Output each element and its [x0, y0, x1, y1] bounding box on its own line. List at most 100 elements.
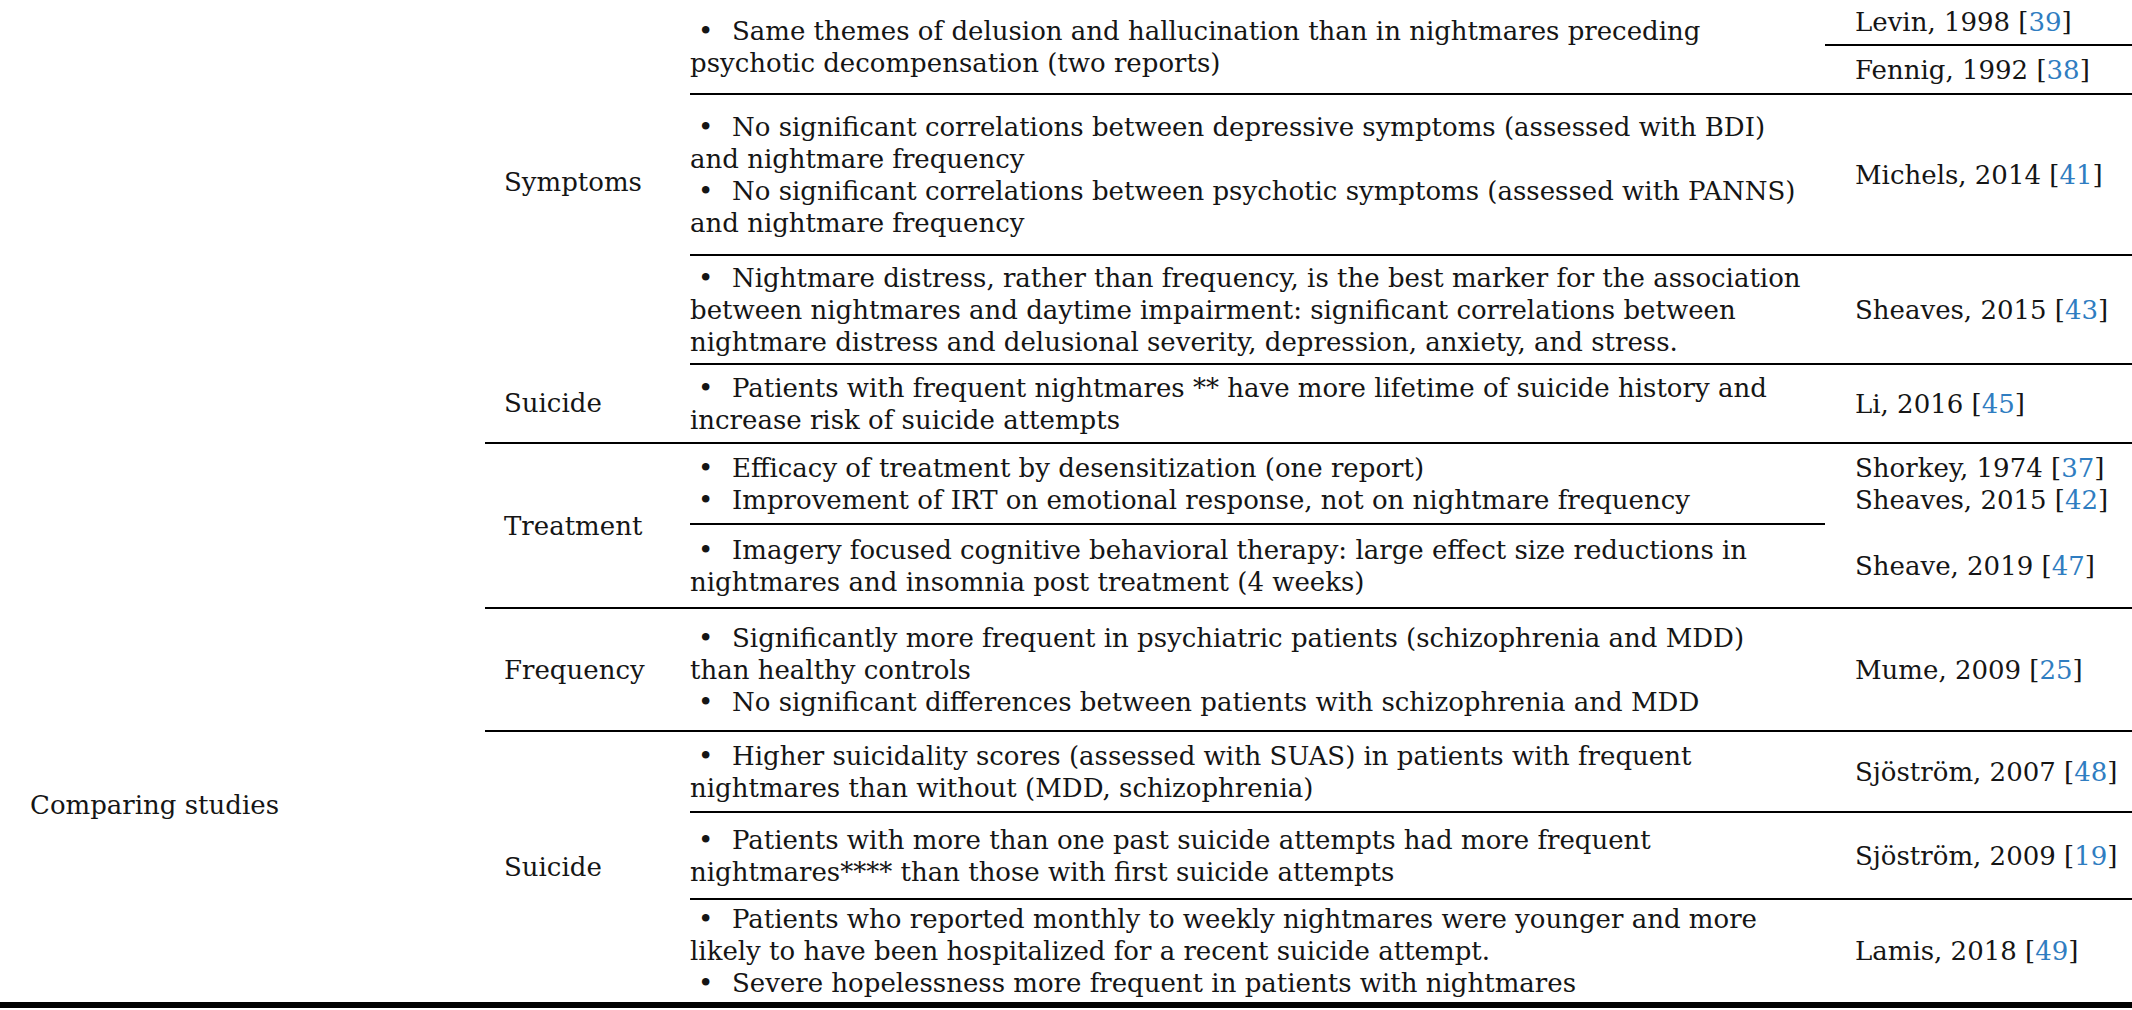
- findings-cell: •Significantly more frequent in psychiat…: [690, 608, 1825, 731]
- citation-link[interactable]: 41: [2059, 160, 2092, 190]
- citation-link[interactable]: 49: [2035, 936, 2068, 966]
- reference: Mume, 2009 [25]: [1855, 654, 2128, 686]
- finding-text: Improvement of IRT on emotional response…: [732, 485, 1690, 515]
- refs-cell: Lamis, 2018 [49]: [1825, 899, 2132, 1005]
- finding-item: •Significantly more frequent in psychiat…: [690, 622, 1809, 686]
- finding-item: •Improvement of IRT on emotional respons…: [690, 484, 1809, 516]
- refs-cell: Mume, 2009 [25]: [1825, 608, 2132, 731]
- finding-text: Same themes of delusion and hallucinatio…: [690, 16, 1700, 78]
- group-cell-top: [0, 0, 485, 608]
- refs-cell: Sheaves, 2015 [43]: [1825, 255, 2132, 364]
- finding-text: No significant correlations between psyc…: [690, 176, 1795, 238]
- refs-cell: Sjöström, 2007 [48]: [1825, 731, 2132, 812]
- category-cell-treatment: Treatment: [485, 443, 690, 608]
- table-row: Symptoms •Same themes of delusion and ha…: [0, 0, 2132, 45]
- finding-text: Significantly more frequent in psychiatr…: [690, 623, 1744, 685]
- finding-item: •Patients with more than one past suicid…: [690, 824, 1809, 888]
- finding-text: Efficacy of treatment by desensitization…: [732, 453, 1424, 483]
- bullet-icon: •: [690, 622, 732, 654]
- refs-cell: Levin, 1998 [39]: [1825, 0, 2132, 45]
- category-cell-suicide: Suicide: [485, 364, 690, 443]
- finding-text: No significant differences between patie…: [732, 687, 1699, 717]
- finding-item: •Patients who reported monthly to weekly…: [690, 903, 1809, 967]
- category-label: Symptoms: [504, 167, 642, 197]
- citation-link[interactable]: 37: [2061, 453, 2094, 483]
- citation-link[interactable]: 48: [2074, 757, 2107, 787]
- bullet-icon: •: [690, 175, 732, 207]
- finding-text: No significant correlations between depr…: [690, 112, 1765, 174]
- reference: Sjöström, 2009 [19]: [1855, 840, 2128, 872]
- bullet-icon: •: [690, 452, 732, 484]
- findings-cell: •No significant correlations between dep…: [690, 94, 1825, 255]
- category-cell-suicide-comparing: Suicide: [485, 731, 690, 1005]
- group-cell-comparing-studies: Comparing studies: [0, 608, 485, 1005]
- bullet-icon: •: [690, 15, 732, 47]
- category-cell-symptoms: Symptoms: [485, 0, 690, 364]
- citation-link[interactable]: 25: [2040, 655, 2073, 685]
- reference: Sheaves, 2015 [42]: [1855, 484, 2128, 516]
- paper-table-page: Symptoms •Same themes of delusion and ha…: [0, 0, 2132, 1010]
- bullet-icon: •: [690, 824, 732, 856]
- citation-link[interactable]: 38: [2047, 55, 2080, 85]
- finding-item: •Patients with frequent nightmares ** ha…: [690, 372, 1809, 436]
- reference: Sheaves, 2015 [43]: [1855, 294, 2128, 326]
- findings-cell: •Patients with more than one past suicid…: [690, 812, 1825, 899]
- findings-cell: •Same themes of delusion and hallucinati…: [690, 0, 1825, 94]
- bullet-icon: •: [690, 903, 732, 935]
- bullet-icon: •: [690, 740, 732, 772]
- reference: Lamis, 2018 [49]: [1855, 935, 2128, 967]
- bullet-icon: •: [690, 262, 732, 294]
- finding-item: •Higher suicidality scores (assessed wit…: [690, 740, 1809, 804]
- finding-text: Imagery focused cognitive behavioral the…: [690, 535, 1747, 597]
- reference: Shorkey, 1974 [37]: [1855, 452, 2128, 484]
- refs-cell: Shorkey, 1974 [37] Sheaves, 2015 [42]: [1825, 443, 2132, 524]
- findings-cell: •Imagery focused cognitive behavioral th…: [690, 524, 1825, 608]
- refs-cell: Sheave, 2019 [47]: [1825, 524, 2132, 608]
- findings-cell: •Nightmare distress, rather than frequen…: [690, 255, 1825, 364]
- finding-item: •No significant differences between pati…: [690, 686, 1809, 718]
- bullet-icon: •: [690, 484, 732, 516]
- finding-item: •Severe hopelessness more frequent in pa…: [690, 967, 1809, 999]
- finding-item: •Nightmare distress, rather than frequen…: [690, 262, 1809, 358]
- category-label: Suicide: [504, 852, 602, 882]
- citation-link[interactable]: 39: [2029, 7, 2062, 37]
- group-label: Comparing studies: [30, 790, 279, 820]
- citation-link[interactable]: 47: [2052, 551, 2085, 581]
- refs-cell: Michels, 2014 [41]: [1825, 94, 2132, 255]
- refs-cell: Fennig, 1992 [38]: [1825, 45, 2132, 94]
- finding-text: Nightmare distress, rather than frequenc…: [690, 263, 1801, 357]
- citation-link[interactable]: 45: [1982, 389, 2015, 419]
- reference: Li, 2016 [45]: [1855, 388, 2128, 420]
- citation-link[interactable]: 19: [2074, 841, 2107, 871]
- findings-cell: •Efficacy of treatment by desensitizatio…: [690, 443, 1825, 524]
- reference: Fennig, 1992 [38]: [1855, 54, 2128, 86]
- reference: Sheave, 2019 [47]: [1855, 550, 2128, 582]
- findings-cell: •Patients who reported monthly to weekly…: [690, 899, 1825, 1005]
- refs-cell: Sjöström, 2009 [19]: [1825, 812, 2132, 899]
- finding-item: •Efficacy of treatment by desensitizatio…: [690, 452, 1809, 484]
- category-label: Frequency: [504, 655, 645, 685]
- finding-text: Severe hopelessness more frequent in pat…: [732, 968, 1576, 998]
- bullet-icon: •: [690, 372, 732, 404]
- reference: Michels, 2014 [41]: [1855, 159, 2128, 191]
- finding-text: Patients who reported monthly to weekly …: [690, 904, 1757, 966]
- reference: Sjöström, 2007 [48]: [1855, 756, 2128, 788]
- citation-link[interactable]: 43: [2065, 295, 2098, 325]
- citation-link[interactable]: 42: [2065, 485, 2098, 515]
- refs-cell: Li, 2016 [45]: [1825, 364, 2132, 443]
- bullet-icon: •: [690, 967, 732, 999]
- reference: Levin, 1998 [39]: [1855, 6, 2128, 38]
- finding-item: •No significant correlations between psy…: [690, 175, 1809, 239]
- bullet-icon: •: [690, 686, 732, 718]
- category-label: Treatment: [504, 511, 642, 541]
- finding-text: Higher suicidality scores (assessed with…: [690, 741, 1691, 803]
- review-table: Symptoms •Same themes of delusion and ha…: [0, 0, 2132, 1008]
- finding-text: Patients with more than one past suicide…: [690, 825, 1651, 887]
- table-row: Comparing studies Frequency •Significant…: [0, 608, 2132, 731]
- category-cell-frequency: Frequency: [485, 608, 690, 731]
- finding-text: Patients with frequent nightmares ** hav…: [690, 373, 1767, 435]
- finding-item: •Same themes of delusion and hallucinati…: [690, 15, 1809, 79]
- bullet-icon: •: [690, 534, 732, 566]
- findings-cell: •Patients with frequent nightmares ** ha…: [690, 364, 1825, 443]
- category-label: Suicide: [504, 388, 602, 418]
